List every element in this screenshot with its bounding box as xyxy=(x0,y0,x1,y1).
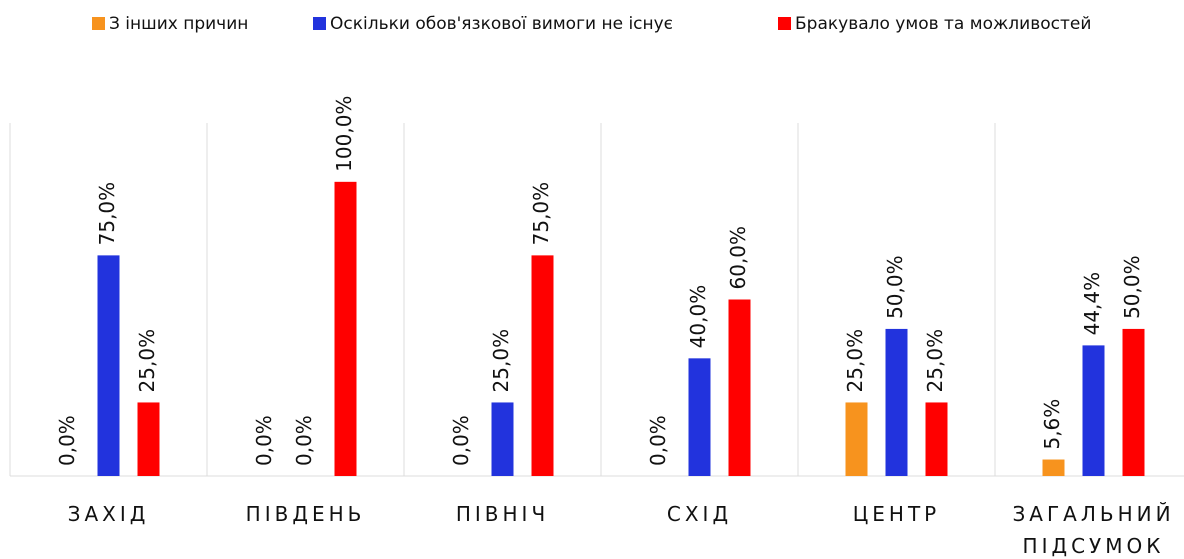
value-label: 5,6% xyxy=(1040,399,1064,450)
value-label: 0,0% xyxy=(646,415,670,466)
legend-swatch xyxy=(313,17,326,30)
bar xyxy=(334,181,357,477)
x-tick-label: ПІВНІЧ xyxy=(455,502,550,526)
value-label: 25,0% xyxy=(923,329,947,393)
value-label: 50,0% xyxy=(883,255,907,319)
bar xyxy=(728,299,751,476)
legend-swatch xyxy=(778,17,791,30)
value-label: 75,0% xyxy=(95,182,119,246)
bar xyxy=(1042,459,1065,476)
value-label: 0,0% xyxy=(55,415,79,466)
value-label: 0,0% xyxy=(252,415,276,466)
x-tick-label: ЗАГАЛЬНИЙ ПІДСУМОК xyxy=(1012,502,1175,558)
bar xyxy=(491,402,514,476)
bar xyxy=(97,255,120,476)
x-tick-label: ЦЕНТР xyxy=(852,502,941,526)
bar xyxy=(531,255,554,476)
legend-text: Оскільки обов'язкової вимоги не існує xyxy=(330,14,673,34)
value-label: 60,0% xyxy=(726,226,750,290)
legend-text: З інших причин xyxy=(109,14,248,34)
bar xyxy=(1082,345,1105,476)
x-tick-label: ПІВДЕНЬ xyxy=(245,502,366,526)
value-label: 50,0% xyxy=(1120,255,1144,319)
legend-swatch xyxy=(92,17,105,30)
bar xyxy=(137,402,160,476)
bar xyxy=(885,328,908,476)
value-label: 75,0% xyxy=(529,182,553,246)
value-label: 25,0% xyxy=(843,329,867,393)
bar xyxy=(845,402,868,476)
value-label: 40,0% xyxy=(686,285,710,349)
value-label: 44,4% xyxy=(1080,272,1104,336)
value-label: 0,0% xyxy=(292,415,316,466)
value-label: 25,0% xyxy=(135,329,159,393)
legend-text: Бракувало умов та можливостей xyxy=(795,14,1091,34)
value-label: 0,0% xyxy=(449,415,473,466)
value-label: 25,0% xyxy=(489,329,513,393)
bar xyxy=(925,402,948,476)
value-label: 100,0% xyxy=(332,96,356,172)
bar xyxy=(688,358,711,476)
x-tick-label: ЗАХІД xyxy=(67,502,150,526)
bar xyxy=(1122,328,1145,476)
x-tick-label: СХІД xyxy=(666,502,733,526)
